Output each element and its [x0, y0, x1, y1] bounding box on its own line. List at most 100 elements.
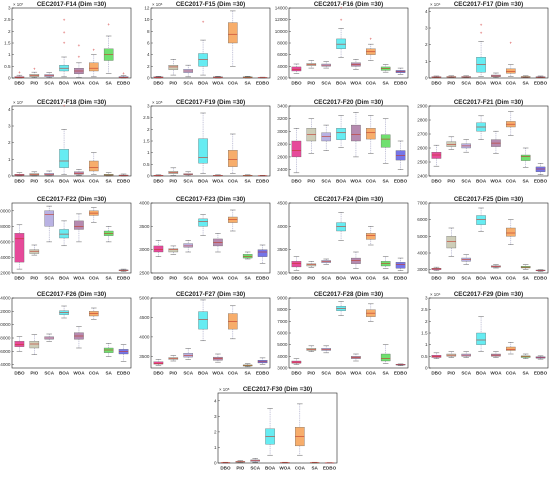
y-tick-label: 1.5 — [421, 331, 428, 336]
x-tick-label: SCA — [44, 370, 54, 375]
y-tick-label: 14000 — [275, 6, 288, 11]
box-dbo — [431, 75, 442, 78]
panel-9: CEC2017-F22 (Dim =30) 2000 4000 6000 8000 100… — [0, 196, 132, 280]
box-woa — [213, 353, 223, 363]
y-tick-label: 2.5 — [421, 307, 428, 312]
x-tick-label: DBO — [14, 275, 25, 280]
y-tick-label: 1 — [8, 52, 11, 57]
box-iqr — [506, 227, 516, 237]
box-pio — [306, 345, 317, 352]
y-tick-label: 2400 — [277, 167, 288, 172]
box-boa — [336, 212, 346, 241]
x-tick-label: EDBO — [117, 80, 131, 85]
panel-17: CEC2017-F30 (Dim =30) × 10⁸ 0 1 2 3 4 DBO PIO SCA… — [214, 386, 338, 470]
box-coa — [506, 342, 516, 355]
box-pio — [306, 261, 317, 268]
y-tick-label: 3 — [8, 124, 11, 129]
y-tick-label: 3 — [425, 296, 428, 301]
box-coa: + — [89, 48, 99, 78]
x-tick-label: BOA — [198, 275, 209, 280]
x-tick-label: SA — [244, 80, 251, 85]
x-tick-label: EDBO — [256, 275, 270, 280]
box-iqr — [476, 215, 486, 225]
box-coa: + — [366, 37, 376, 61]
box-sa — [242, 76, 253, 79]
plot-frame — [11, 7, 132, 79]
x-tick-label: PIO — [447, 370, 455, 375]
outlier-marker: + — [509, 41, 512, 46]
box-edbo — [535, 163, 546, 175]
x-tick-label: PIO — [30, 370, 38, 375]
x-tick-label: EDBO — [323, 465, 337, 470]
y-tick-label: 3 — [8, 6, 11, 11]
box-woa — [280, 462, 290, 464]
x-tick-label: WOA — [490, 178, 502, 183]
box-iqr — [520, 154, 531, 161]
panel-title: CEC2017-F23 (Dim =30) — [176, 196, 245, 203]
box-pio — [168, 59, 179, 76]
y-tick-label: 4000 — [277, 224, 288, 229]
x-tick-label: WOA — [212, 80, 224, 85]
y-tick-label: 1 — [214, 445, 217, 450]
outlier-marker: + — [107, 22, 110, 27]
x-tick-label: BOA — [476, 80, 487, 85]
x-tick-label: PIO — [236, 465, 244, 470]
x-tick-label: SCA — [44, 80, 54, 85]
box-boa — [336, 301, 346, 316]
box-sa — [103, 343, 114, 357]
y-tick-label: 2600 — [417, 146, 428, 151]
x-tick-label: BOA — [336, 275, 347, 280]
panel-3: CEC2017-F16 (Dim =30) 2000 4000 6000 8000 100… — [275, 1, 409, 85]
x-tick-label: SCA — [461, 275, 471, 280]
box-iqr — [336, 128, 346, 140]
x-tick-label: EDBO — [394, 80, 408, 85]
x-tick-label: WOA — [73, 178, 85, 183]
box-edbo — [118, 268, 129, 272]
box-edbo — [535, 269, 546, 272]
x-tick-label: WOA — [279, 465, 291, 470]
x-tick-label: SA — [244, 178, 251, 183]
x-tick-label: COA — [228, 80, 239, 85]
panel-4: CEC2017-F17 (Dim =30) × 10⁴ 0 1 2 3 4 DBO PIO SCA… — [425, 1, 549, 85]
panel-title: CEC2017-F22 (Dim =30) — [37, 196, 106, 203]
x-tick-label: PIO — [447, 275, 455, 280]
box-sca — [461, 139, 471, 153]
y-tick-label: 2800 — [417, 118, 428, 123]
x-tick-label: BOA — [336, 178, 347, 183]
box-boa — [198, 112, 208, 174]
box-boa — [59, 305, 69, 319]
box-sa — [380, 256, 391, 269]
box-coa — [295, 403, 305, 456]
x-tick-label: EDBO — [117, 178, 131, 183]
outlier-marker: + — [33, 66, 36, 71]
x-tick-label: PIO — [30, 178, 38, 183]
box-pio — [29, 334, 40, 355]
y-tick-label: 3000 — [417, 267, 428, 272]
panel-title: CEC2017-F18 (Dim =30) — [37, 99, 106, 106]
box-boa — [198, 214, 208, 236]
x-tick-label: DBO — [153, 178, 164, 183]
x-tick-label: BOA — [59, 80, 70, 85]
y-tick-label: 1.5 — [143, 139, 150, 144]
box-sca — [321, 61, 331, 69]
box-pio — [306, 60, 317, 69]
outlier-marker: + — [63, 104, 66, 109]
y-tick-label: 2600 — [277, 154, 288, 159]
x-tick-label: EDBO — [534, 370, 548, 375]
box-dbo — [14, 224, 25, 270]
box-dbo — [153, 76, 164, 79]
x-tick-label: WOA — [490, 80, 502, 85]
outlier-marker: + — [480, 22, 483, 27]
box-edbo: + — [118, 71, 129, 79]
box-sca — [461, 75, 471, 78]
box-edbo — [395, 257, 406, 271]
y-tick-label: 3000 — [277, 271, 288, 276]
plot-frame — [288, 7, 409, 79]
box-pio — [168, 355, 179, 362]
x-tick-label: SA — [522, 275, 529, 280]
x-tick-label: EDBO — [117, 370, 131, 375]
y-tick-label: 0.5 — [421, 354, 428, 359]
panel-title: CEC2017-F29 (Dim =30) — [454, 291, 523, 298]
box-edbo — [118, 344, 129, 362]
y-tick-label: 3400 — [277, 104, 288, 109]
